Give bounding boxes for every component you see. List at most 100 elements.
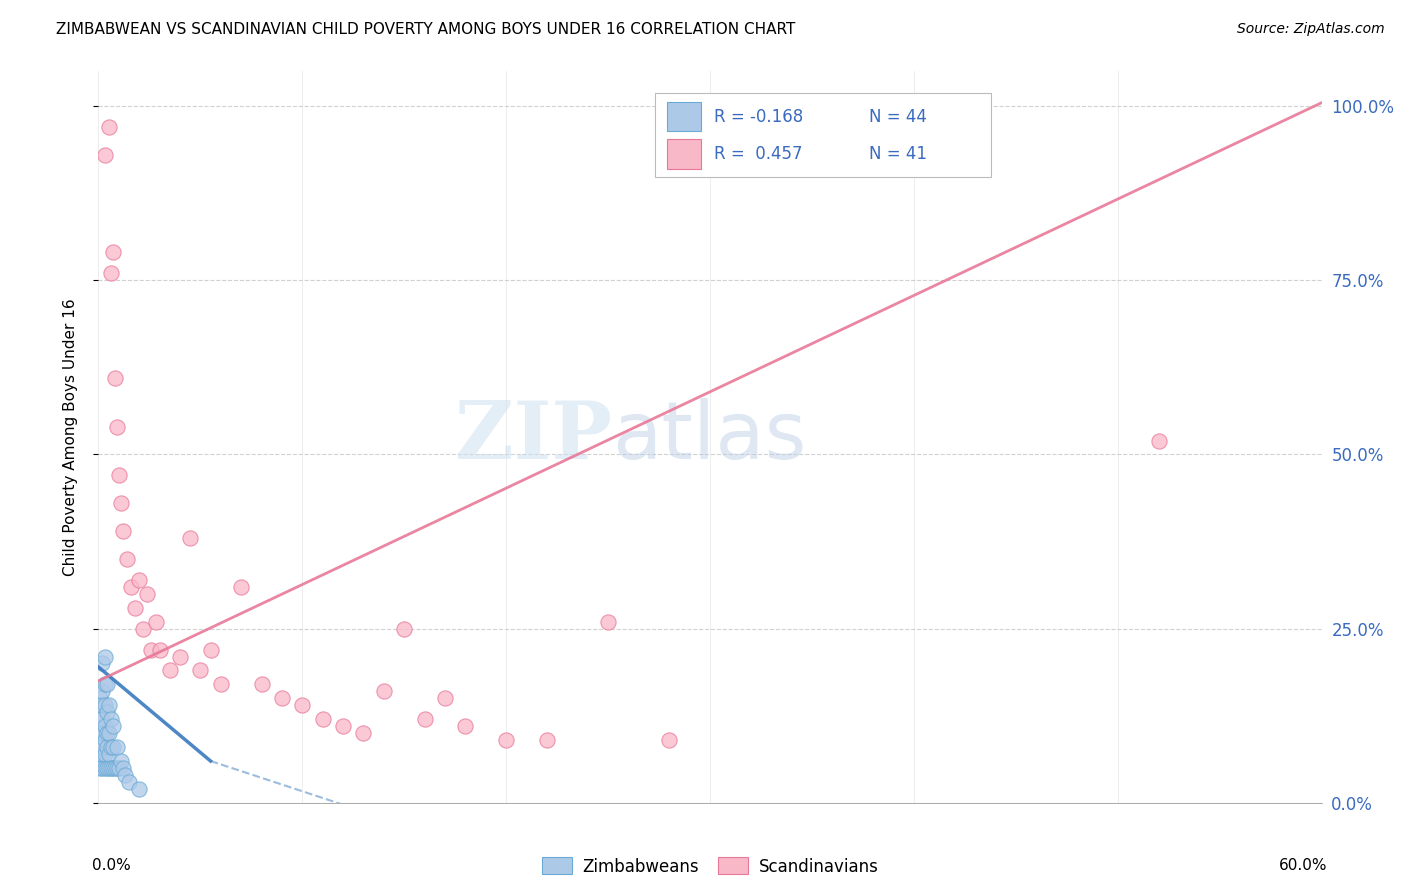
Point	[104, 371, 127, 385]
Text: atlas: atlas	[612, 398, 807, 476]
Point	[100, 712, 122, 726]
Point	[91, 698, 114, 713]
Point	[332, 719, 354, 733]
Legend: Zimbabweans, Scandinavians: Zimbabweans, Scandinavians	[536, 851, 884, 882]
Point	[136, 587, 159, 601]
Point	[91, 761, 114, 775]
Point	[188, 664, 212, 678]
Text: R = -0.168: R = -0.168	[714, 108, 803, 126]
Point	[89, 761, 111, 775]
Point	[101, 761, 124, 775]
Point	[111, 761, 134, 775]
Point	[352, 726, 374, 740]
Point	[141, 642, 163, 657]
Point	[96, 761, 118, 775]
Text: 60.0%: 60.0%	[1279, 858, 1327, 872]
Point	[91, 747, 114, 761]
Point	[454, 719, 477, 733]
Point	[392, 622, 416, 636]
Point	[250, 677, 273, 691]
Point	[149, 642, 172, 657]
Point	[93, 698, 115, 713]
Point	[93, 677, 115, 691]
Point	[110, 754, 132, 768]
Point	[93, 761, 115, 775]
Point	[101, 719, 124, 733]
Point	[96, 677, 118, 691]
Point	[536, 733, 558, 747]
Point	[101, 740, 124, 755]
Point	[209, 677, 232, 691]
FancyBboxPatch shape	[668, 102, 702, 131]
Point	[97, 120, 120, 134]
Point	[110, 496, 132, 510]
Point	[96, 726, 118, 740]
Point	[108, 468, 131, 483]
Point	[270, 691, 294, 706]
FancyBboxPatch shape	[655, 94, 991, 178]
Text: 0.0%: 0.0%	[93, 858, 131, 872]
Point	[100, 761, 122, 775]
Point	[91, 684, 114, 698]
Text: R =  0.457: R = 0.457	[714, 145, 803, 163]
Point	[105, 761, 128, 775]
Point	[115, 552, 138, 566]
Point	[91, 726, 114, 740]
Point	[231, 580, 253, 594]
Point	[91, 740, 114, 755]
Point	[93, 747, 115, 761]
Point	[200, 642, 222, 657]
Point	[598, 615, 620, 629]
Point	[97, 698, 120, 713]
Point	[93, 649, 115, 664]
Point	[97, 726, 120, 740]
Point	[91, 657, 114, 671]
Point	[434, 691, 457, 706]
Point	[169, 649, 191, 664]
Point	[93, 733, 115, 747]
Text: Source: ZipAtlas.com: Source: ZipAtlas.com	[1237, 22, 1385, 37]
Point	[105, 419, 128, 434]
Point	[101, 245, 124, 260]
Text: ZIP: ZIP	[456, 398, 612, 476]
Point	[96, 740, 118, 755]
Point	[128, 781, 150, 796]
Point	[89, 712, 111, 726]
Point	[1147, 434, 1170, 448]
Point	[658, 733, 681, 747]
Point	[111, 524, 134, 538]
Point	[108, 761, 131, 775]
Point	[120, 580, 142, 594]
Point	[128, 573, 150, 587]
Point	[97, 761, 120, 775]
Point	[96, 705, 118, 719]
Point	[93, 148, 115, 162]
Point	[97, 747, 120, 761]
Text: N = 44: N = 44	[869, 108, 927, 126]
Point	[145, 615, 167, 629]
Point	[89, 691, 111, 706]
Point	[495, 733, 517, 747]
Text: ZIMBABWEAN VS SCANDINAVIAN CHILD POVERTY AMONG BOYS UNDER 16 CORRELATION CHART: ZIMBABWEAN VS SCANDINAVIAN CHILD POVERTY…	[56, 22, 796, 37]
Point	[373, 684, 395, 698]
Point	[159, 664, 181, 678]
Point	[413, 712, 436, 726]
Point	[179, 531, 201, 545]
Point	[114, 768, 136, 782]
Point	[89, 747, 111, 761]
FancyBboxPatch shape	[668, 139, 702, 169]
Point	[312, 712, 335, 726]
Point	[100, 266, 122, 280]
Point	[93, 719, 115, 733]
Point	[105, 740, 128, 755]
Point	[104, 761, 127, 775]
Point	[118, 775, 141, 789]
Text: N = 41: N = 41	[869, 145, 927, 163]
Point	[91, 712, 114, 726]
Point	[124, 600, 146, 615]
Point	[100, 740, 122, 755]
Y-axis label: Child Poverty Among Boys Under 16: Child Poverty Among Boys Under 16	[63, 298, 77, 576]
Point	[291, 698, 314, 713]
Point	[89, 726, 111, 740]
Point	[132, 622, 155, 636]
